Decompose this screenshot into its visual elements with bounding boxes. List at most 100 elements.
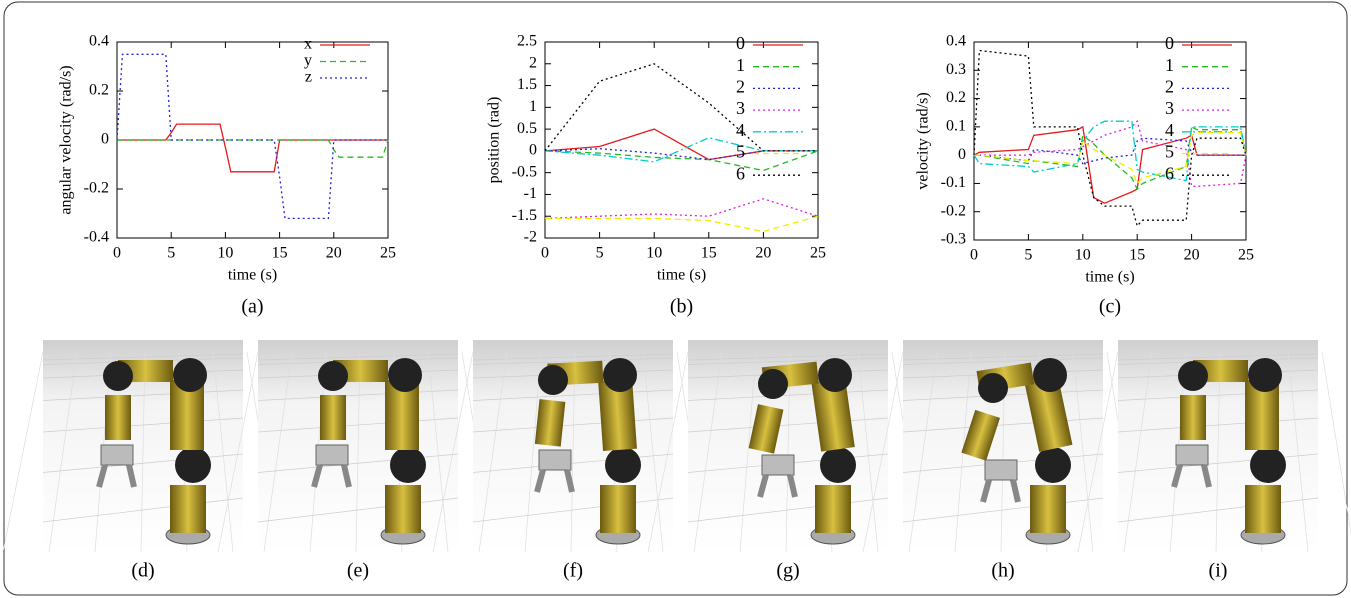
y-axis-label: position (rad): [486, 97, 503, 184]
x-axis-label: time (s): [657, 267, 706, 284]
y-tick-label: 0.5: [517, 120, 537, 137]
y-axis-label: velocity (rad/s): [915, 92, 932, 189]
legend-label: 5: [736, 142, 745, 162]
robot-joint: [388, 358, 422, 392]
robot-link: [600, 485, 636, 533]
x-tick-label: 15: [1129, 247, 1145, 264]
robot-joint: [820, 447, 856, 483]
y-tick-label: -0.3: [941, 231, 966, 248]
robot-joint: [173, 358, 207, 392]
x-tick-label: 15: [272, 245, 288, 262]
legend-label: z: [305, 69, 312, 86]
robot-gripper: [316, 445, 348, 465]
robot-link: [815, 485, 851, 533]
y-tick-label: 0.4: [89, 33, 109, 50]
robot-joint: [1033, 358, 1067, 392]
legend-label: 0: [736, 33, 745, 53]
legend-label: 2: [736, 77, 745, 97]
y-tick-label: 2: [529, 54, 537, 71]
x-tick-label: 5: [1024, 247, 1032, 264]
y-tick-label: -0.2: [84, 180, 109, 197]
robot-image: [1078, 340, 1351, 552]
page: {"chart_data": [ {"type": "line", "capti…: [0, 0, 1351, 598]
legend-label: 4: [736, 120, 745, 140]
robot-image: [218, 340, 494, 552]
y-tick-label: 0.3: [946, 61, 966, 78]
robot-image: [648, 340, 924, 552]
robot-gripper: [985, 460, 1017, 480]
robot-joint: [1248, 358, 1282, 392]
robot-link: [105, 395, 131, 440]
legend-label: 1: [736, 55, 745, 75]
robot-joint: [538, 365, 568, 395]
robot-joint: [318, 361, 348, 391]
y-tick-label: 0.4: [946, 33, 966, 50]
robot-image: [433, 340, 709, 552]
robot-joint: [605, 447, 641, 483]
x-tick-label: 15: [701, 245, 717, 262]
caption: (f): [563, 560, 583, 582]
x-tick-label: 5: [596, 245, 604, 262]
legend-label: 4: [1165, 120, 1174, 140]
y-tick-label: -1.5: [512, 207, 537, 224]
caption: (b): [670, 296, 693, 318]
legend-label: 2: [1165, 77, 1174, 97]
y-axis-label: angular velocity (rad/s): [58, 65, 75, 214]
robot-link: [1245, 485, 1281, 533]
robot-image: [863, 340, 1139, 552]
x-tick-label: 25: [1238, 247, 1254, 264]
caption: (g): [776, 560, 799, 582]
robot-joint: [818, 358, 852, 392]
caption: (h): [991, 560, 1014, 582]
robot-gripper: [762, 455, 794, 475]
y-tick-label: -0.1: [941, 174, 966, 191]
y-tick-label: -0.4: [84, 229, 109, 246]
y-tick-label: -2: [524, 229, 537, 246]
y-tick-label: 0: [958, 146, 966, 163]
legend-label: 3: [736, 98, 745, 118]
x-tick-label: 10: [646, 245, 662, 262]
robot-joint: [758, 369, 788, 399]
caption: (a): [241, 296, 263, 318]
figure: -0.4-0.200.20.40510152025time (s)angular…: [0, 0, 1351, 598]
x-axis-label: time (s): [228, 267, 277, 284]
x-tick-label: 25: [380, 245, 396, 262]
x-tick-label: 10: [217, 245, 233, 262]
robot-gripper: [101, 445, 133, 465]
x-tick-label: 10: [1075, 247, 1091, 264]
legend-label: 6: [736, 163, 745, 183]
y-tick-label: 0.1: [946, 118, 966, 135]
robot-joint: [103, 361, 133, 391]
x-tick-label: 20: [755, 245, 771, 262]
x-tick-label: 0: [113, 245, 121, 262]
robot-link: [535, 399, 566, 446]
y-tick-label: 0: [101, 131, 109, 148]
y-tick-label: 0.2: [946, 89, 966, 106]
legend-label: x: [304, 36, 312, 53]
robot-gripper: [1176, 445, 1208, 465]
legend-label: 1: [1165, 55, 1174, 75]
robot-gripper: [539, 450, 571, 470]
legend-label: 0: [1165, 33, 1174, 53]
robot-joint: [390, 447, 426, 483]
caption: (d): [131, 560, 154, 582]
robot-joint: [1178, 361, 1208, 391]
caption: (i): [1209, 560, 1228, 582]
x-tick-label: 0: [541, 245, 549, 262]
legend-label: 3: [1165, 98, 1174, 118]
x-tick-label: 5: [167, 245, 175, 262]
y-tick-label: 0.2: [89, 82, 109, 99]
robot-joint: [603, 358, 637, 392]
x-tick-label: 20: [326, 245, 342, 262]
caption: (c): [1099, 296, 1121, 318]
caption: (e): [347, 560, 369, 582]
robot-link: [320, 395, 346, 440]
legend-label: y: [304, 52, 312, 69]
robot-link: [1180, 395, 1206, 440]
y-tick-label: 0: [529, 142, 537, 159]
y-tick-label: 1: [529, 98, 537, 115]
y-tick-label: -0.5: [512, 163, 537, 180]
robot-joint: [175, 447, 211, 483]
x-tick-label: 20: [1184, 247, 1200, 264]
legend-label: 6: [1165, 163, 1174, 183]
